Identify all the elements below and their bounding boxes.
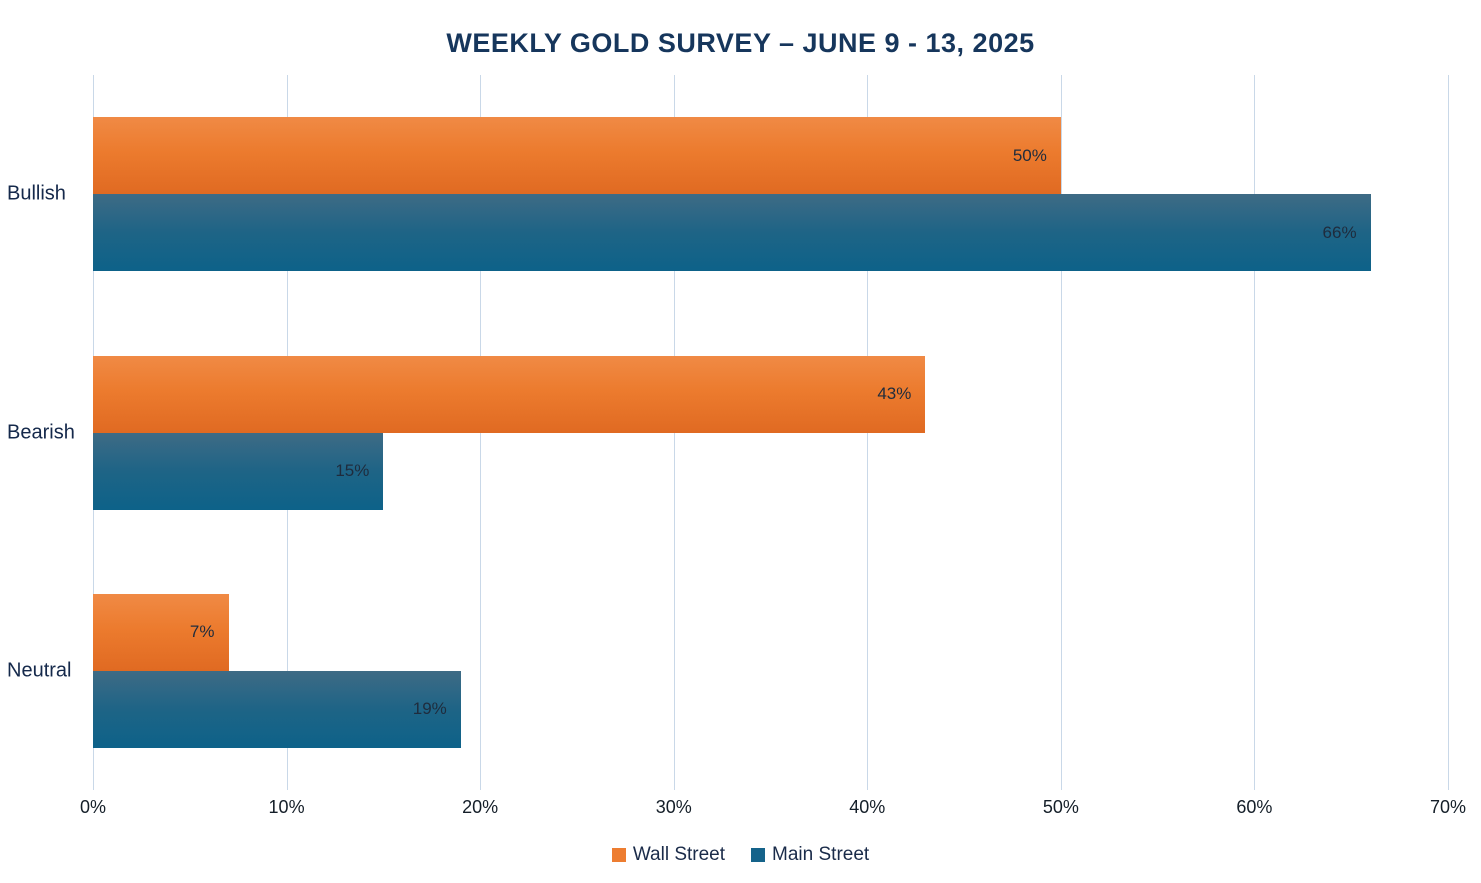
x-axis: 0% 10% 20% 30% 40% 50% 60% 70%	[80, 797, 1466, 823]
legend-label-wall-street: Wall Street	[632, 844, 726, 865]
bar-bullish-main-street: 66%	[93, 194, 1371, 272]
bar-value-label: 19%	[412, 699, 447, 719]
x-axis-tick-label: 10%	[268, 797, 305, 817]
bar-value-label: 66%	[1322, 222, 1357, 242]
bar-neutral-main-street: 19%	[93, 670, 461, 748]
bar-value-label: 43%	[877, 384, 912, 403]
bar-neutral-wall-street: 7%	[93, 593, 229, 671]
bar-value-label: 50%	[1012, 145, 1047, 165]
gridline-30	[673, 75, 675, 790]
x-axis-tick-label: 40%	[849, 797, 886, 817]
x-axis-tick-label: 0%	[79, 797, 107, 817]
bar-value-label: 7%	[189, 622, 215, 642]
gridline-40	[867, 75, 869, 790]
legend-item-wall-street: Wall Street	[611, 844, 726, 866]
x-axis-tick-label: 70%	[1429, 797, 1467, 817]
bar-value-label: 15%	[335, 461, 370, 480]
plot-area: 50% 66% 43% 15% 7% 19%	[93, 75, 1449, 790]
x-axis-tick-label: 50%	[1042, 797, 1079, 817]
chart-title: WEEKLY GOLD SURVEY – JUNE 9 - 13, 2025	[446, 28, 1035, 58]
bar-bearish-main-street: 15%	[93, 432, 384, 510]
gridline-70	[1448, 75, 1449, 790]
bar-bearish-wall-street: 43%	[93, 355, 926, 433]
category-label-bullish: Bullish	[7, 182, 66, 205]
category-label-bearish: Bearish	[7, 421, 75, 443]
gridline-60	[1254, 75, 1256, 790]
legend: Wall Street Main Street	[0, 844, 1481, 866]
gridline-20	[480, 75, 482, 790]
x-axis-tick-label: 60%	[1236, 797, 1273, 817]
bar-bullish-wall-street: 50%	[93, 117, 1061, 195]
legend-label-main-street: Main Street	[772, 844, 870, 865]
gridline-50	[1060, 75, 1062, 790]
x-axis-tick-label: 20%	[462, 797, 499, 817]
category-label-neutral: Neutral	[7, 659, 72, 682]
legend-swatch-wall-street	[611, 848, 626, 862]
legend-swatch-main-street	[751, 848, 766, 862]
legend-item-main-street: Main Street	[751, 844, 869, 866]
x-axis-tick-label: 30%	[655, 797, 692, 817]
